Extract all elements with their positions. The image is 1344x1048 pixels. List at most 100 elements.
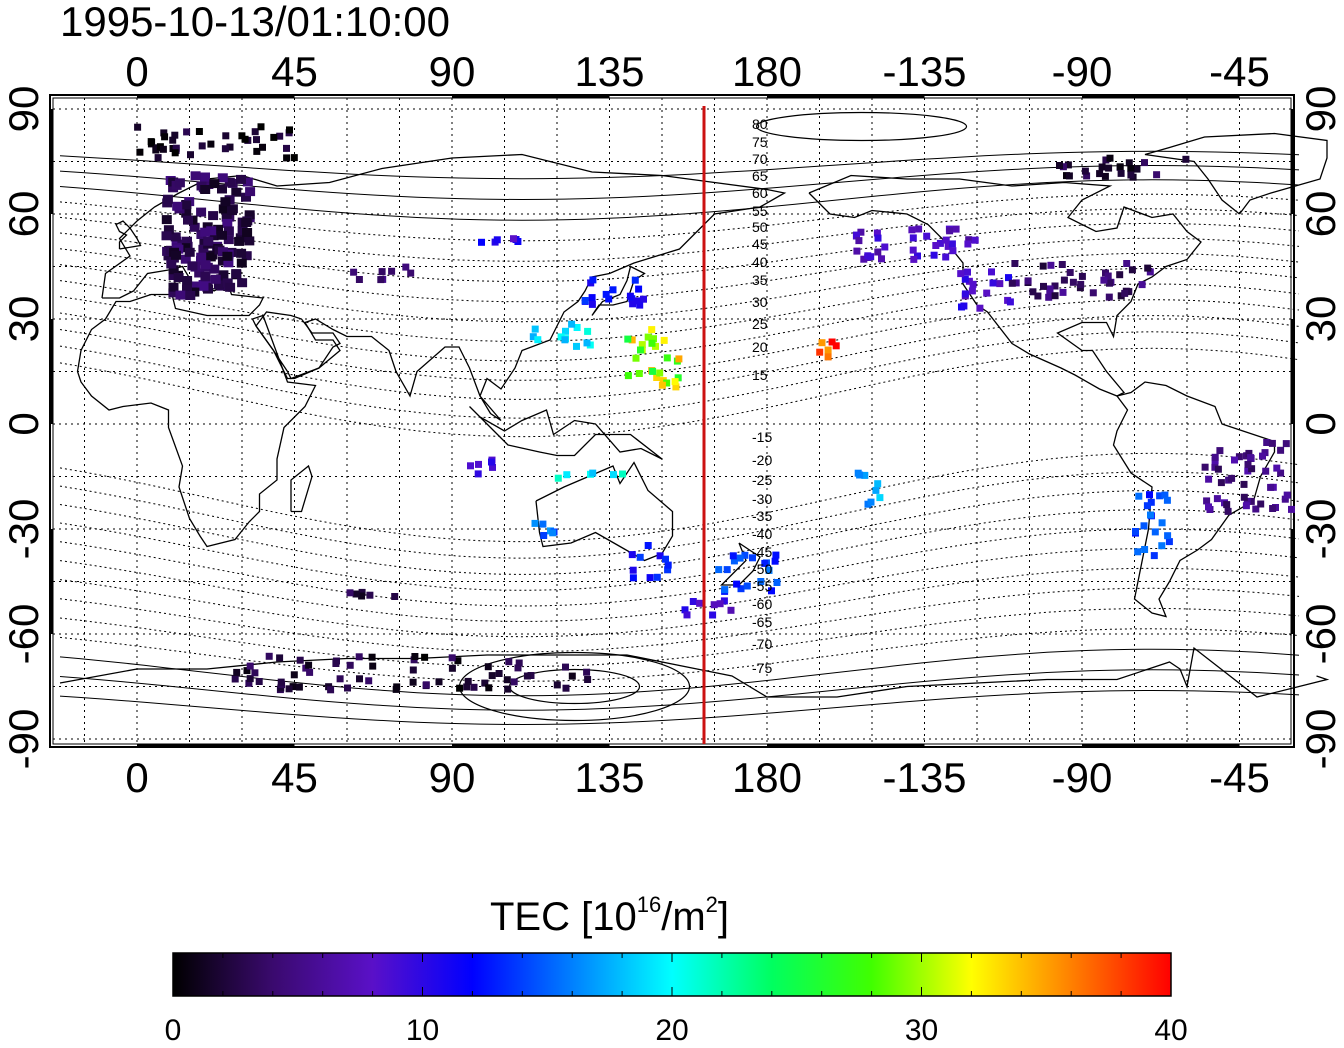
tec-cell — [183, 215, 193, 225]
tec-cell — [946, 227, 954, 235]
tec-cell — [161, 215, 172, 225]
tec-cell — [1140, 522, 1148, 530]
top-lon-tick-label: 135 — [574, 48, 644, 95]
tec-cell — [1034, 292, 1042, 300]
tec-cell — [251, 669, 259, 677]
tec-cell — [646, 574, 654, 582]
tec-cell — [1205, 475, 1213, 483]
tec-cell — [243, 667, 251, 675]
contour-label: -70 — [752, 636, 772, 652]
tec-cell — [295, 683, 303, 691]
tec-cell — [624, 335, 632, 343]
tec-cell — [168, 282, 179, 292]
contour-label: -30 — [752, 491, 772, 507]
left-lat-tick-label: 60 — [0, 191, 47, 238]
tec-cell — [663, 379, 671, 387]
tec-cell — [409, 666, 417, 674]
coastline-uk — [115, 220, 142, 250]
tec-cell — [463, 683, 471, 691]
tec-cell — [949, 247, 957, 255]
tec-cell — [626, 292, 634, 300]
bottom-lon-tick-label: -135 — [882, 754, 966, 801]
tec-cell — [629, 574, 637, 582]
tec-cell — [1248, 465, 1256, 473]
mag-contour — [59, 315, 1300, 400]
contour-label: 15 — [752, 367, 768, 383]
tec-cell — [241, 192, 251, 202]
bottom-lon-tick-label: 135 — [574, 754, 644, 801]
tec-cell — [853, 247, 861, 255]
tec-cell — [1141, 159, 1148, 167]
contour-label: -55 — [752, 578, 772, 594]
tec-cell — [242, 228, 253, 237]
left-lat-tick-label: 90 — [0, 86, 47, 133]
tec-cell — [154, 154, 162, 162]
coastline-madagascar — [290, 464, 313, 513]
tec-cell — [467, 462, 474, 470]
contour-label: 75 — [752, 134, 768, 150]
tec-cell — [914, 252, 921, 260]
tec-cell — [377, 276, 385, 284]
tec-cell — [253, 136, 260, 144]
tec-cell — [213, 280, 224, 290]
contour-label: 45 — [752, 236, 768, 252]
tec-cell — [624, 372, 632, 380]
tec-cell — [510, 235, 517, 243]
tec-cell — [454, 657, 462, 665]
coastline-arabia-sea — [255, 311, 341, 380]
tec-cell — [218, 204, 229, 214]
tec-cell — [168, 265, 179, 275]
contour-label: -15 — [752, 429, 772, 445]
tec-cell — [1263, 439, 1271, 446]
tec-cell — [244, 210, 255, 220]
contour-label: 70 — [752, 151, 768, 167]
tec-cell — [773, 579, 781, 586]
tec-cell — [221, 212, 232, 222]
tec-cell — [1144, 264, 1152, 272]
tec-cell — [568, 672, 576, 680]
tec-cell — [1006, 298, 1014, 306]
coastline-eurasia-africa — [76, 153, 787, 548]
tec-cell — [470, 683, 478, 691]
tec-cell — [1235, 453, 1243, 461]
tec-cell — [489, 463, 496, 471]
tec-cell — [1040, 282, 1047, 290]
top-lon-tick-label: -45 — [1209, 48, 1270, 95]
tec-cell — [952, 225, 960, 233]
tec-cell — [549, 529, 557, 537]
tec-cell — [942, 253, 950, 261]
tec-cell — [242, 177, 253, 187]
tec-cell — [1123, 260, 1131, 267]
tec-cell — [1158, 519, 1166, 527]
tec-cell — [715, 566, 723, 574]
tec-cell — [198, 142, 206, 150]
tec-cell — [683, 611, 691, 619]
bottom-lon-tick-label: 45 — [271, 754, 318, 801]
tec-cell — [222, 251, 233, 261]
mag-contour — [59, 252, 1300, 323]
tec-cell — [723, 566, 731, 574]
tec-cell — [1058, 261, 1066, 268]
tec-cell — [729, 552, 737, 560]
top-lon-tick-label: 180 — [732, 48, 802, 95]
tec-cell — [198, 244, 209, 254]
tec-cell — [589, 469, 597, 477]
tec-cell — [1024, 277, 1032, 285]
tec-cell — [581, 297, 589, 304]
tec-cell — [1065, 172, 1073, 180]
tec-cell — [1163, 496, 1171, 504]
tec-cell — [1011, 260, 1019, 267]
tec-cell — [588, 294, 596, 302]
tec-cell — [1116, 163, 1124, 171]
tec-cell — [173, 273, 184, 282]
tec-cell — [283, 154, 291, 162]
tec-cell — [881, 243, 889, 251]
mag-contour — [59, 452, 1300, 543]
tec-cell — [1257, 500, 1265, 508]
tec-cell — [327, 686, 335, 694]
tec-cell — [1102, 156, 1110, 164]
tec-cell — [1116, 271, 1124, 279]
tec-cell — [637, 346, 644, 354]
tec-cell — [915, 225, 923, 233]
